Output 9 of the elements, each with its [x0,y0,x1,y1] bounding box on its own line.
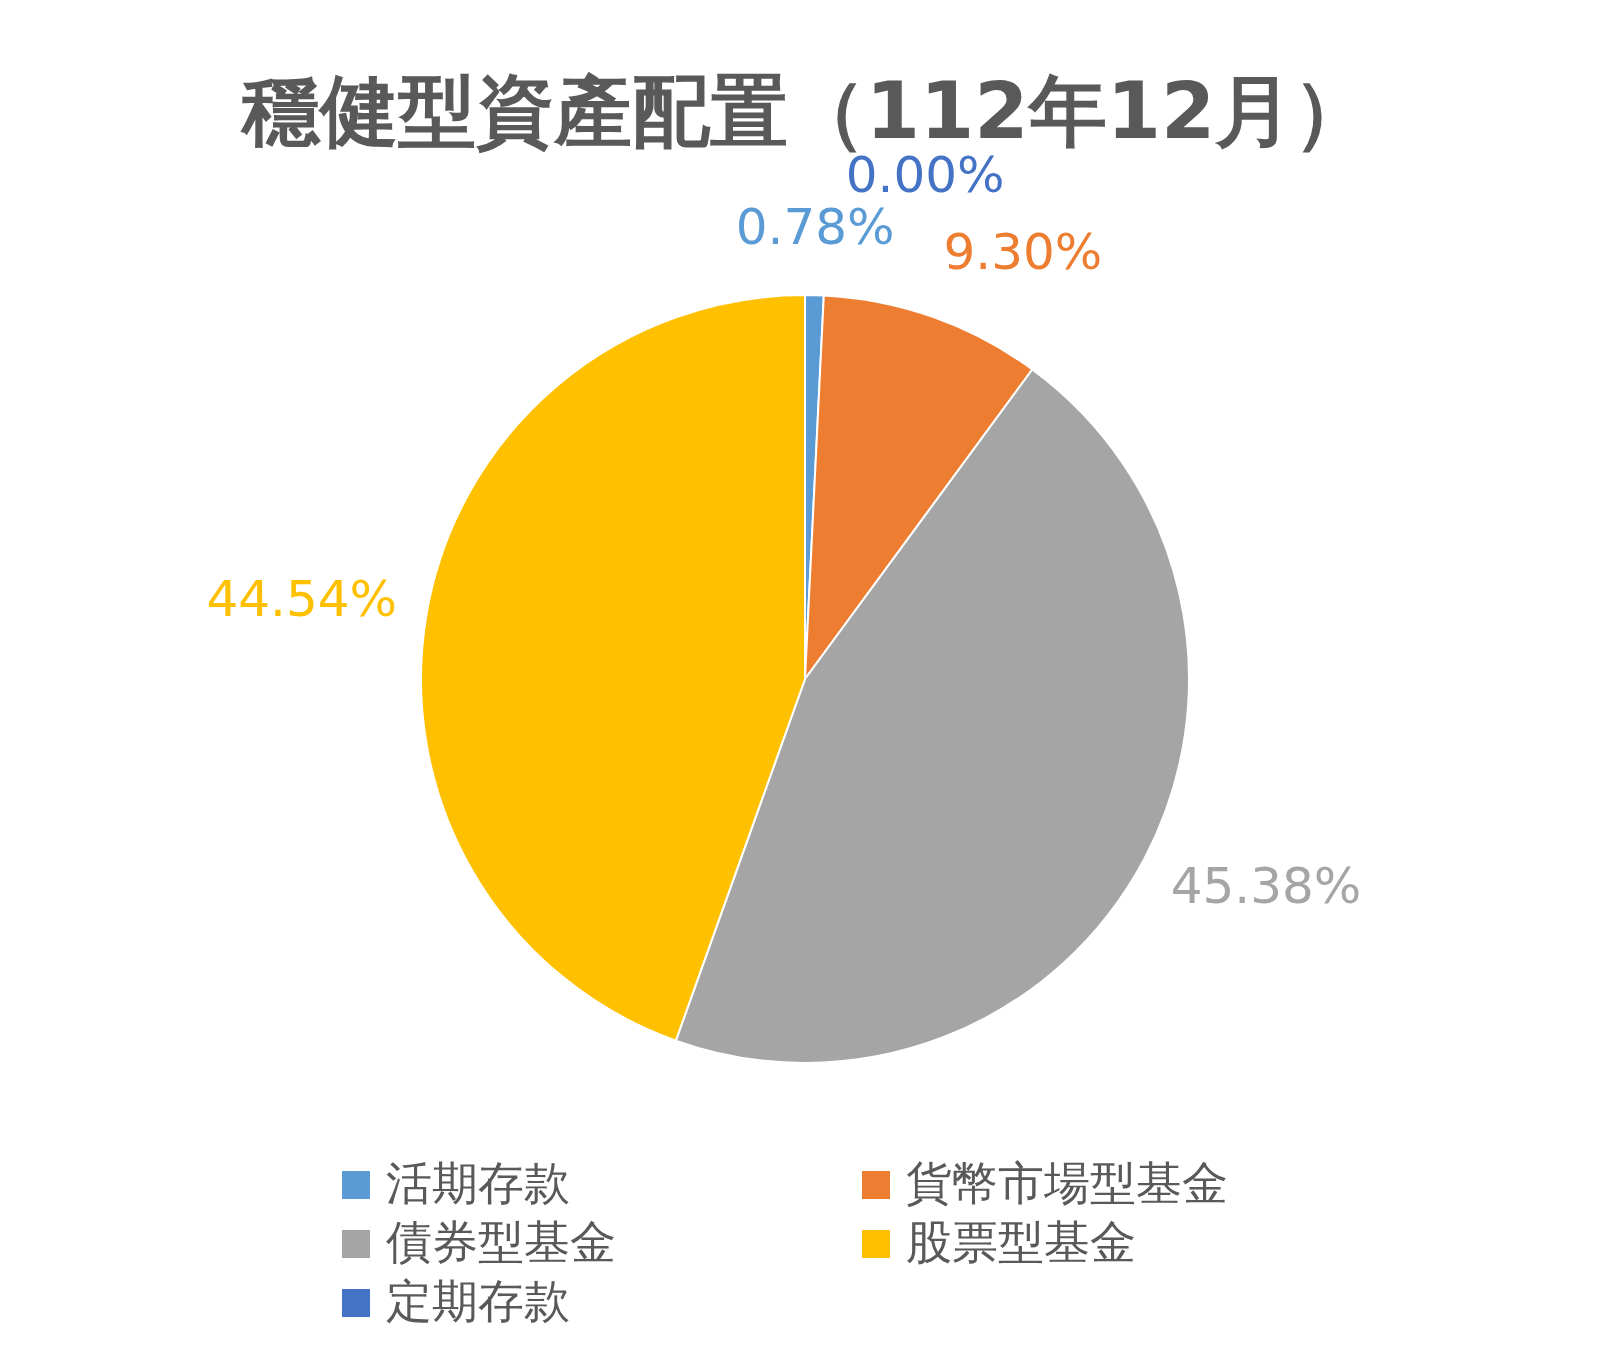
legend-label: 貨幣市場型基金 [906,1155,1228,1210]
legend-label: 定期存款 [386,1273,570,1328]
legend-label: 債券型基金 [386,1214,616,1269]
legend-label: 股票型基金 [906,1214,1136,1269]
legend-label: 活期存款 [386,1155,570,1210]
data-label: 9.30% [943,223,1103,282]
data-label: 44.54% [206,569,398,628]
data-label: 45.38% [1170,857,1362,916]
data-label: 0.78% [735,197,895,256]
